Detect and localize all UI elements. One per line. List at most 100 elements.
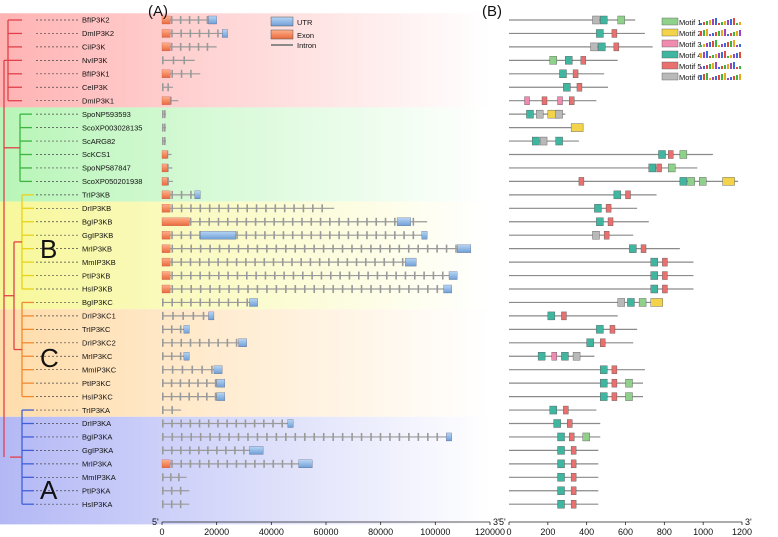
logo-glyph xyxy=(727,78,729,80)
cds-block xyxy=(272,419,274,428)
cds-block xyxy=(393,217,396,226)
cds-block xyxy=(162,83,164,92)
three-prime-label: 3' xyxy=(745,517,752,527)
gene-structure-row xyxy=(161,15,217,25)
cds-block xyxy=(351,285,353,293)
motif-4-box xyxy=(598,42,606,52)
gene-label: BgIP3KB xyxy=(82,217,112,226)
cds-block xyxy=(180,258,183,267)
cds-block xyxy=(189,271,192,280)
cds-block xyxy=(441,271,444,280)
cds-block xyxy=(189,29,192,38)
motif-6-box xyxy=(572,352,581,361)
motif-4-box xyxy=(553,419,561,428)
protein-row xyxy=(509,284,694,294)
cds-block xyxy=(337,258,339,267)
cds-block xyxy=(256,285,259,293)
cds-block xyxy=(162,311,164,320)
cds-block xyxy=(171,406,173,415)
protein-row xyxy=(509,311,618,321)
motif-5-box xyxy=(570,473,577,482)
cds-block xyxy=(244,459,247,468)
cds-block xyxy=(164,123,166,132)
cds-block xyxy=(208,338,210,347)
cds-block xyxy=(211,365,213,374)
cds-block xyxy=(188,42,191,51)
protein-row xyxy=(509,298,663,307)
logo-glyph xyxy=(715,54,717,58)
cds-block xyxy=(172,56,175,65)
motif-1-box xyxy=(638,298,647,307)
cds-block xyxy=(180,446,182,455)
logo-glyph xyxy=(703,30,705,36)
protein-row xyxy=(509,69,605,79)
gene-label: HsIP3KC xyxy=(82,392,113,401)
cds-block xyxy=(265,204,267,213)
cds-block xyxy=(189,446,191,455)
cds-block xyxy=(208,204,211,213)
three-prime-label: 3' xyxy=(493,517,500,527)
motif-4-box xyxy=(627,298,635,307)
cds-block xyxy=(208,298,211,307)
cds-block xyxy=(167,177,169,186)
cds-block xyxy=(217,217,220,226)
logo-glyph xyxy=(730,63,732,69)
motif-5-box xyxy=(611,365,618,374)
cds-block xyxy=(255,271,257,280)
logo-glyph xyxy=(718,53,720,58)
cds-block xyxy=(189,459,192,468)
gene-structure-row xyxy=(162,473,187,482)
cds-block xyxy=(408,432,410,441)
exon-block xyxy=(161,69,171,78)
cds-block xyxy=(179,16,182,24)
protein-row xyxy=(509,15,636,25)
cds-block xyxy=(356,217,359,226)
logo-glyph xyxy=(712,33,714,36)
cds-block xyxy=(398,285,401,293)
logo-glyph xyxy=(733,62,735,69)
cds-block xyxy=(207,446,209,455)
exon-block xyxy=(161,15,171,25)
cds-block xyxy=(188,16,191,24)
motif-5-box xyxy=(578,177,585,186)
motif-6-box xyxy=(535,109,544,119)
logo-glyph xyxy=(721,74,723,80)
cds-block xyxy=(275,285,278,293)
gene-structure-row xyxy=(162,325,190,334)
cds-block xyxy=(162,338,164,347)
cds-block xyxy=(179,325,182,334)
cds-block xyxy=(366,217,368,226)
cds-block xyxy=(313,285,316,293)
cds-block xyxy=(274,204,277,213)
cds-block xyxy=(366,231,368,240)
cds-block xyxy=(403,231,405,240)
logo-glyph xyxy=(721,30,723,36)
cds-block xyxy=(235,459,238,468)
cds-block xyxy=(206,42,209,51)
cds-block xyxy=(320,271,323,280)
logo-glyph xyxy=(709,56,711,58)
protein-row xyxy=(509,473,599,482)
cds-block xyxy=(190,432,192,441)
gene-label: MmIP3KC xyxy=(82,365,117,374)
gene-structure-row xyxy=(162,338,247,347)
cds-block xyxy=(272,258,275,267)
tick-label: 0 xyxy=(506,527,511,537)
cds-block xyxy=(197,16,200,24)
cds-block xyxy=(199,271,201,280)
cds-block xyxy=(235,258,238,267)
gene-label: SpoNP587847 xyxy=(82,164,131,173)
cds-block xyxy=(291,217,294,226)
cds-block xyxy=(332,285,334,293)
cds-block xyxy=(370,244,372,253)
cds-block xyxy=(376,271,379,280)
logo-glyph xyxy=(709,34,711,36)
motif-4-box xyxy=(613,190,622,200)
cds-block xyxy=(351,432,353,441)
cds-block xyxy=(208,271,211,280)
cds-block xyxy=(170,42,173,51)
motif-5-box xyxy=(568,432,575,442)
cds-block xyxy=(292,271,295,280)
logo-glyph xyxy=(718,75,720,80)
cds-block xyxy=(290,459,293,468)
